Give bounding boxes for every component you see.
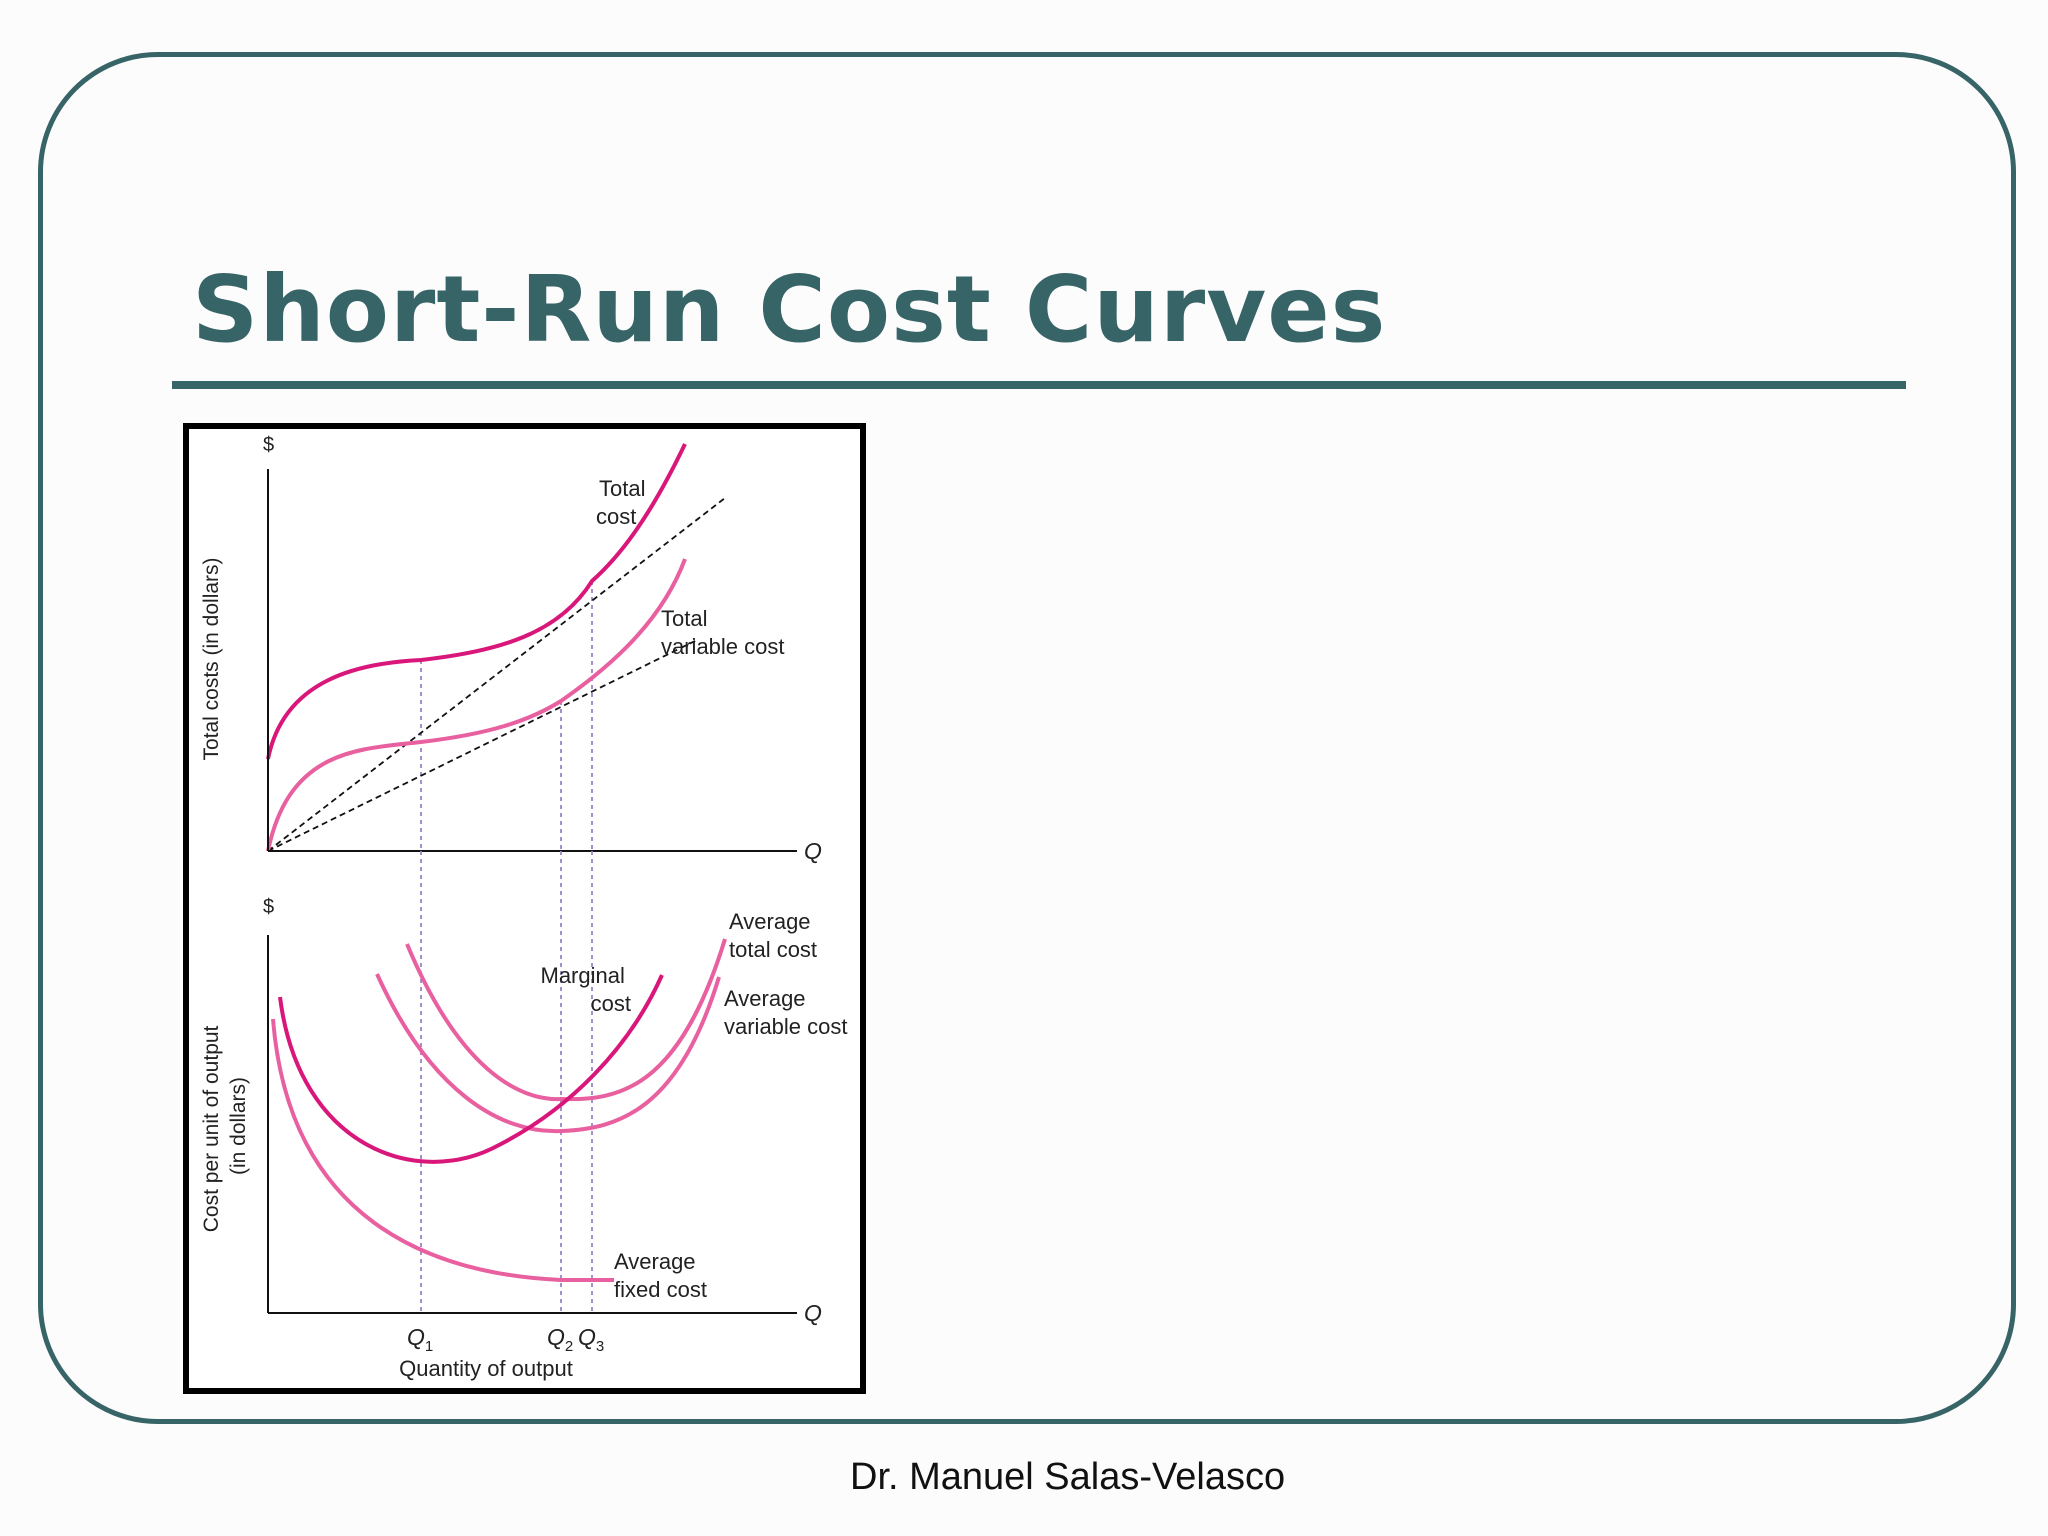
q1-tick-label: Q1 xyxy=(407,1324,433,1355)
q3-tick-subscript: 3 xyxy=(596,1338,604,1355)
cost-curves-svg: $ Q Total costs (in dollars) Total cost … xyxy=(200,434,848,1381)
average-fixed-cost-curve xyxy=(271,1018,614,1282)
average-total-cost-label-line1: Average xyxy=(729,909,811,934)
q3-tick-symbol: Q xyxy=(578,1324,596,1350)
total-cost-curve xyxy=(266,443,687,760)
q2-tick-label: Q2 xyxy=(547,1324,573,1355)
average-fixed-cost-label-line1: Average xyxy=(614,1249,696,1274)
average-total-cost-curve xyxy=(405,938,727,1102)
top-y-axis-symbol: $ xyxy=(263,434,274,456)
q3-tick-label: Q3 xyxy=(578,1324,604,1355)
slide-title: Short-Run Cost Curves xyxy=(192,256,1387,363)
total-variable-cost-label: Total variable cost xyxy=(661,606,785,659)
top-panel: $ Q Total costs (in dollars) Total cost … xyxy=(200,434,822,864)
total-cost-label-line2: cost xyxy=(596,504,636,529)
marginal-cost-curve xyxy=(278,974,664,1164)
average-variable-cost-label-line1: Average xyxy=(724,986,806,1011)
footer-author: Dr. Manuel Salas-Velasco xyxy=(850,1456,1286,1498)
top-x-axis-symbol: Q xyxy=(804,838,822,864)
bottom-x-axis-symbol: Q xyxy=(804,1300,822,1326)
average-variable-cost-label-line2: variable cost xyxy=(724,1014,848,1039)
average-total-cost-label: Average total cost xyxy=(729,909,817,962)
marginal-cost-label: Marginal cost xyxy=(541,963,632,1016)
slide-frame xyxy=(38,52,2016,1424)
cost-curves-figure: $ Q Total costs (in dollars) Total cost … xyxy=(183,423,866,1394)
bottom-y-axis-label-line1: Cost per unit of output xyxy=(200,1025,223,1232)
q1-tick-symbol: Q xyxy=(407,1324,425,1350)
total-variable-cost-label-line1: Total xyxy=(661,606,707,631)
bottom-y-axis-label-line2: (in dollars) xyxy=(227,1077,250,1175)
total-cost-label: Total cost xyxy=(596,476,652,529)
title-rule xyxy=(172,381,1906,389)
bottom-panel: $ Q Cost per unit of output (in dollars)… xyxy=(200,851,848,1381)
average-total-cost-label-line2: total cost xyxy=(729,937,817,962)
marginal-cost-label-line1: Marginal xyxy=(541,963,625,988)
ray-tangent-total-cost xyxy=(267,497,726,852)
total-variable-cost-label-line2: variable cost xyxy=(661,634,785,659)
average-variable-cost-curve xyxy=(375,973,721,1134)
x-axis-label: Quantity of output xyxy=(399,1356,573,1381)
q2-tick-symbol: Q xyxy=(547,1324,565,1350)
total-variable-cost-curve xyxy=(266,558,687,852)
bottom-y-axis-label: Cost per unit of output (in dollars) xyxy=(200,1020,250,1232)
bottom-y-axis-symbol: $ xyxy=(263,896,274,918)
marginal-cost-label-line2: cost xyxy=(591,991,631,1016)
total-cost-label-line1: Total xyxy=(599,476,645,501)
average-fixed-cost-label-line2: fixed cost xyxy=(614,1277,707,1302)
average-variable-cost-label: Average variable cost xyxy=(724,986,848,1039)
top-y-axis-label: Total costs (in dollars) xyxy=(200,557,223,760)
average-fixed-cost-label: Average fixed cost xyxy=(614,1249,707,1302)
q1-tick-subscript: 1 xyxy=(425,1338,433,1355)
q2-tick-subscript: 2 xyxy=(565,1338,573,1355)
ray-tangent-total-variable-cost xyxy=(267,639,698,852)
